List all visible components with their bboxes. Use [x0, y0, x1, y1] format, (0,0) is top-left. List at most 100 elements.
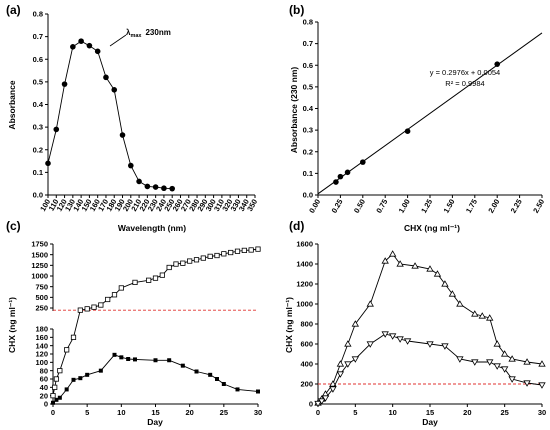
panel-b-xticks: 0.00 0.25 0.50 0.75 1.00 1.25 1.50 1.75 2.00 2.25…: [307, 195, 546, 215]
panel-c-xtick-label: 15: [151, 408, 159, 417]
panel-d-xlabel: Day: [422, 417, 438, 427]
panel-c-lower-ytick-label: 20: [40, 391, 48, 400]
panel-c-xlabel: Day: [147, 417, 163, 427]
panel-c-series-1-point: [71, 377, 76, 382]
panel-d-series-1-point: [396, 336, 404, 343]
panel-a-ytick-label: 0.6: [33, 55, 43, 64]
panel-c-xticks: 0 5 10 15 20 25 30: [51, 404, 262, 417]
panel-d-ylabel: CHX (ng ml⁻¹): [284, 297, 294, 353]
panel-c-series-0-line: [52, 248, 259, 396]
panel-c-series-0-point: [193, 257, 200, 263]
panel-b-point: [404, 128, 411, 135]
panel-d-series-1-point: [403, 338, 412, 345]
panel-c-series-0-point: [84, 306, 90, 312]
panel-d-ytick-label: 1000: [296, 300, 313, 309]
panel-b-xlabel: CHX (ng ml⁻¹): [404, 223, 460, 233]
panel-c-series-0-point: [228, 249, 234, 256]
panel-c-lower-ytick-label: 120: [35, 350, 48, 359]
panel-b-point: [337, 173, 344, 180]
lambda-symbol: λ: [126, 28, 131, 37]
panel-d-ytick-label: 200: [300, 380, 313, 389]
panel-c-series-1-point: [126, 357, 131, 361]
panel-c-series-0-point: [118, 285, 124, 291]
panel-c-series-1-point: [256, 389, 260, 394]
panel-b: (b) 0.0 0.1 0.2 0.3 0.4 0.5 0.6 0.7 0.8 0.00 0.25…: [289, 3, 546, 233]
panel-a-point: [161, 185, 167, 192]
panel-a-yticks: 0.0 0.1 0.2 0.3 0.4 0.5 0.6 0.7 0.8: [33, 10, 48, 200]
panel-a-point: [119, 132, 126, 138]
panel-d-series-0-point: [344, 340, 352, 347]
panel-c-lower-ytick-label: 60: [40, 375, 48, 384]
panel-d-series-1-point: [329, 386, 337, 393]
panel-c-series-1-point: [51, 400, 55, 405]
panel-b-xtick-label: 2.25: [509, 198, 524, 215]
panel-c-lower-ytick-label: 100: [35, 358, 48, 367]
lambda-value: 230nm: [145, 28, 170, 37]
panel-d: (d) 0 200 400 600 800 1000 1200 1400 1600 0 5 10 15…: [284, 219, 546, 427]
panel-b-point: [344, 169, 351, 176]
panel-c-upper-ytick-label: 1750: [31, 240, 48, 249]
panel-c-series-0-point: [241, 247, 247, 254]
panel-b-yticks: 0.0 0.1 0.2 0.3 0.4 0.5 0.6 0.7 0.8: [303, 18, 318, 200]
panel-c-series-0-point: [234, 248, 241, 254]
panel-a-ytick-label: 0.7: [33, 32, 43, 41]
panel-d-xtick-label: 20: [463, 408, 471, 417]
panel-a-point: [103, 74, 109, 81]
panel-c-series-1-point: [98, 368, 103, 373]
panel-d-xtick-label: 25: [500, 408, 508, 417]
panel-d-series-1-point: [471, 359, 479, 366]
panel-c-upper-ytick-label: 250: [35, 304, 48, 313]
panel-c-series-0-point: [53, 376, 60, 382]
panel-d-series-1-point: [486, 359, 494, 366]
panel-d-series-1-point: [456, 356, 464, 363]
panel-b-series: [317, 32, 543, 195]
panel-a-point: [144, 183, 151, 190]
panel-d-series-0-point: [523, 358, 531, 365]
panel-d-series-0-point: [486, 314, 494, 321]
panel-a-xtick-label: 350: [245, 198, 259, 213]
panel-c-lower-ytick-label: 160: [35, 333, 48, 342]
panel-a-line: [47, 40, 173, 190]
panel-a-point: [111, 86, 118, 93]
panel-c-upper-ytick-label: 1000: [31, 272, 48, 281]
panel-d-series: [314, 250, 546, 408]
panel-d-ytick-label: 1600: [296, 240, 313, 249]
panel-d-series-1-point: [366, 341, 374, 348]
panel-b-ytick-label: 0.7: [303, 39, 313, 48]
annotation-leader-line: [109, 34, 127, 47]
panel-d-ytick-label: 800: [300, 320, 313, 329]
panel-d-series-0-point: [433, 270, 442, 277]
panel-d-series-0-point: [538, 360, 546, 367]
panel-c-series-0-point: [64, 347, 70, 353]
panel-b-ytick-label: 0.8: [303, 18, 313, 27]
panel-a-ytick-label: 0.2: [33, 145, 43, 154]
panel-d-xtick-label: 0: [316, 408, 320, 417]
panel-c-xtick-label: 0: [51, 408, 55, 417]
panel-c-series-0-point: [173, 261, 179, 267]
panel-a-letter: (a): [6, 3, 21, 17]
panel-a-point: [78, 38, 84, 44]
panel-a-annotation: λmax 230nm: [109, 28, 171, 47]
panel-c-series-0-point: [166, 264, 172, 271]
panel-c-xtick-label: 20: [185, 408, 193, 417]
panel-b-ytick-label: 0.6: [303, 61, 313, 70]
panel-c-upper-ytick-label: 1250: [31, 261, 48, 270]
panel-d-series-0-point: [366, 300, 374, 307]
panel-a-ytick-label: 0.8: [33, 10, 43, 19]
panel-c-series-0-point: [180, 260, 186, 266]
panel-a-point: [70, 44, 76, 50]
panel-a-point: [53, 126, 60, 133]
panel-a-point: [45, 160, 51, 167]
panel-c-lower-ytick-label: 80: [40, 366, 48, 375]
panel-a-point: [169, 185, 175, 192]
panel-c-upper-ytick-label: 750: [35, 282, 48, 291]
panel-c-series-1-point: [153, 358, 158, 363]
panel-c-xtick-label: 5: [85, 408, 89, 417]
panel-c-series-0-point: [207, 253, 213, 259]
panel-d-ytick-label: 400: [300, 360, 313, 369]
panel-c-series-1-point: [64, 387, 69, 392]
panel-c-upper-ytick-label: 1500: [31, 250, 48, 259]
panel-c-series-1-point: [133, 357, 137, 362]
panel-c-series-0-point: [57, 368, 63, 374]
